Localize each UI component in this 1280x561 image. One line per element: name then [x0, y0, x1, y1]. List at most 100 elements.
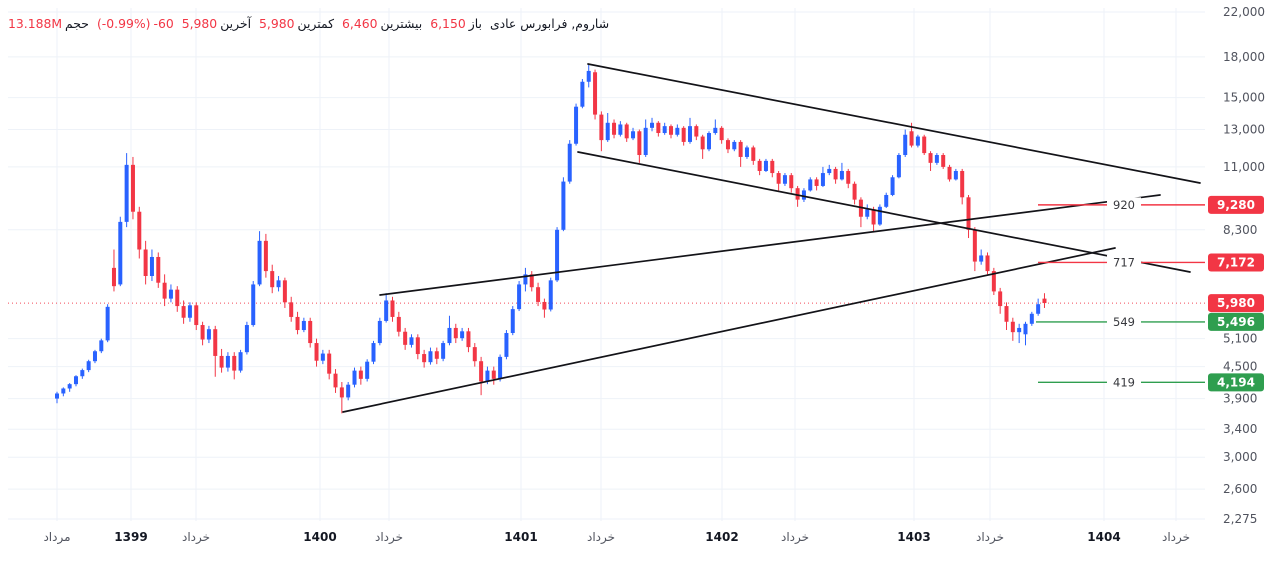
- time-axis-month-label: خرداد: [182, 530, 210, 545]
- candle-body: [985, 255, 990, 272]
- candle-body: [820, 173, 825, 186]
- candle-body: [744, 147, 749, 157]
- price-axis-label: 4,500: [1223, 360, 1257, 374]
- candle-body: [320, 353, 325, 361]
- candle-body: [390, 300, 395, 317]
- candle-body: [555, 229, 560, 281]
- price-line-label-bg: [1107, 197, 1141, 213]
- candle-body: [105, 306, 110, 341]
- candle-body: [479, 361, 484, 382]
- candle-body: [143, 249, 148, 276]
- candle-body: [618, 124, 623, 135]
- candle-body: [757, 160, 762, 171]
- candle-body: [529, 274, 534, 288]
- candle-body: [662, 126, 667, 134]
- candle-body: [751, 147, 756, 161]
- candle-body: [232, 355, 237, 371]
- candle-body: [839, 170, 844, 180]
- trend-line: [577, 151, 1191, 273]
- candle-body: [972, 229, 977, 262]
- candle-body: [1017, 327, 1022, 333]
- candle-body: [960, 170, 965, 198]
- candle-body: [333, 373, 338, 388]
- candle-body: [536, 287, 541, 302]
- candle-body: [472, 347, 477, 362]
- candle-body: [763, 160, 768, 171]
- candle-body: [631, 131, 636, 139]
- price-axis[interactable]: 22,000 18,000 15,000 13,000 11,000 8,300 5,100…: [1223, 5, 1265, 526]
- change-field: -60 (-0.99%): [96, 15, 174, 31]
- candle-body: [998, 291, 1003, 307]
- candle-body: [561, 181, 566, 230]
- time-axis[interactable]: مرداد 1399 خرداد 1400 خرداد 1401 خرداد 1402 خردا…: [43, 530, 1190, 545]
- price-line-badge: 4,194: [1217, 375, 1255, 389]
- candle-body: [732, 141, 737, 150]
- candle-body: [111, 267, 116, 287]
- candle-body: [896, 155, 901, 178]
- horizontal-price-lines[interactable]: 920 717 549 419: [1036, 197, 1205, 390]
- candle-body: [713, 127, 718, 134]
- trend-line: [379, 194, 1161, 296]
- candle-body: [542, 301, 547, 310]
- candle-body: [852, 183, 857, 200]
- candle-body: [365, 361, 370, 379]
- candle-body: [276, 280, 281, 288]
- low-field: کمترین 5,980: [259, 15, 335, 31]
- candle-body: [624, 124, 629, 139]
- candle-body: [124, 164, 129, 222]
- candle-body: [308, 320, 313, 344]
- price-line-badge: 9,280: [1217, 198, 1255, 212]
- candle-body: [67, 384, 72, 389]
- candle-body: [612, 122, 617, 135]
- candle-body: [384, 300, 389, 321]
- candle-body: [80, 370, 85, 377]
- candle-body: [1042, 298, 1047, 304]
- price-axis-label: 13,000: [1223, 123, 1265, 137]
- time-axis-month-label: خرداد: [375, 530, 403, 545]
- candle-body: [73, 376, 78, 385]
- time-axis-year-label: 1402: [705, 530, 738, 544]
- candle-body: [738, 141, 743, 157]
- time-axis-year-label: 1401: [504, 530, 537, 544]
- candle-body: [301, 320, 306, 331]
- candle-body: [213, 329, 218, 356]
- candle-body: [244, 325, 249, 353]
- price-line-badge-bg: [1208, 373, 1264, 392]
- candle-body: [517, 284, 522, 310]
- candle-body: [358, 370, 363, 379]
- current-price-badge-bg: [1208, 294, 1264, 313]
- candle-body: [719, 127, 724, 141]
- time-axis-year-label: 1404: [1087, 530, 1120, 544]
- candle-body: [909, 131, 914, 146]
- candle-body: [776, 173, 781, 184]
- candle-body: [947, 166, 952, 180]
- candle-body: [99, 340, 104, 352]
- candle-body: [593, 72, 598, 115]
- candle-body: [877, 206, 882, 225]
- candle-body: [86, 361, 91, 371]
- price-line-label-bg: [1107, 314, 1141, 330]
- candle-body: [510, 309, 515, 334]
- candle-body: [643, 127, 648, 156]
- candle-body: [1029, 313, 1034, 324]
- candle-body: [890, 177, 895, 195]
- candle-body: [586, 70, 591, 82]
- price-axis-label: 15,000: [1223, 91, 1265, 105]
- trend-lines[interactable]: [342, 63, 1201, 413]
- candle-body: [688, 126, 692, 142]
- candle-body: [403, 331, 408, 345]
- time-axis-month-label: مرداد: [43, 530, 70, 545]
- time-axis-year-label: 1400: [303, 530, 336, 544]
- candle-body: [460, 331, 465, 339]
- candle-body: [339, 387, 344, 398]
- candle-body: [263, 240, 268, 272]
- candle-body: [55, 393, 59, 399]
- volume-field: حجم 13.188M: [8, 15, 89, 31]
- price-line-badge-bg: [1208, 253, 1264, 272]
- candle-body: [422, 354, 427, 363]
- price-axis-label: 2,600: [1223, 482, 1257, 496]
- candle-body: [941, 155, 946, 167]
- trend-line: [587, 63, 1201, 184]
- time-axis-month-label: خرداد: [976, 530, 1004, 545]
